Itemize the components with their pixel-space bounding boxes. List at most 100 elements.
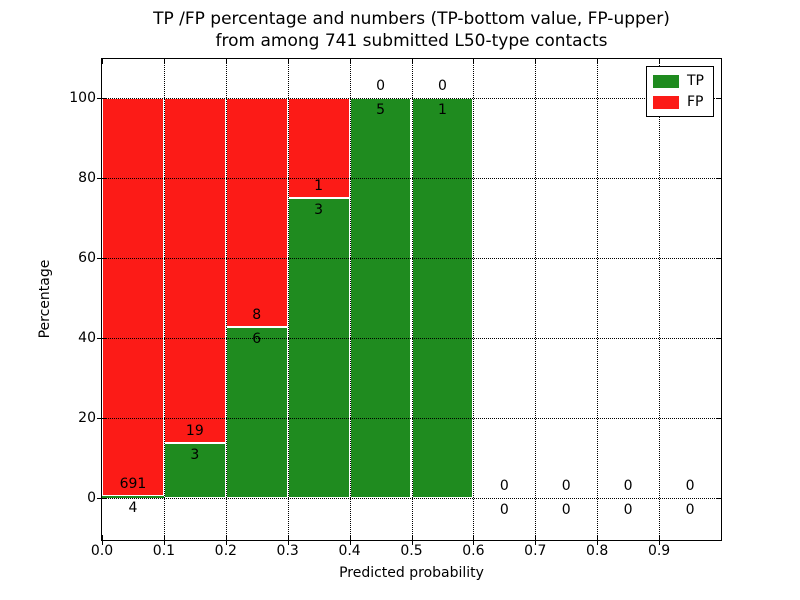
xtick-mark-top <box>163 59 165 64</box>
bar-tp-0.3-0.4 <box>287 198 350 498</box>
fp-count-label: 0 <box>561 478 571 494</box>
legend-item-tp: TP <box>653 71 713 92</box>
fp-swatch-icon <box>653 96 679 109</box>
ytick-mark <box>102 338 107 339</box>
fp-count-label: 0 <box>499 478 509 494</box>
gridline-x-0.6 <box>473 59 475 540</box>
xtick-mark-top <box>597 59 599 64</box>
bar-tp-0.0-0.1 <box>102 495 164 498</box>
xtick-mark-top <box>102 59 103 64</box>
bar-tp-0.5-0.6 <box>411 98 474 498</box>
xtick-label: 0.5 <box>400 543 423 559</box>
xtick-mark-outer <box>411 541 413 545</box>
xtick-label: 0.6 <box>462 543 485 559</box>
tp-count-label: 3 <box>314 202 324 218</box>
xtick-label: 0.8 <box>586 543 609 559</box>
xtick-mark <box>102 535 103 540</box>
fp-count-label: 19 <box>185 423 204 440</box>
xtick-mark-top <box>287 59 289 64</box>
xtick-mark <box>659 535 661 540</box>
tp-count-label: 4 <box>128 499 138 516</box>
ytick-label: 0 <box>87 490 96 506</box>
ytick-label: 100 <box>69 90 96 106</box>
ytick-mark-outer <box>97 418 101 419</box>
ytick-mark-right <box>716 178 721 179</box>
fp-count-label: 691 <box>119 475 147 492</box>
ytick-mark-right <box>716 498 721 499</box>
ytick-mark-right <box>716 338 721 339</box>
xtick-mark <box>411 535 413 540</box>
ytick-mark-outer <box>97 178 101 179</box>
chart-title: TP /FP percentage and numbers (TP-bottom… <box>102 8 721 52</box>
tp-count-label: 6 <box>252 330 262 347</box>
gridline-x-0.9 <box>659 59 661 540</box>
xtick-mark-outer <box>163 541 165 545</box>
xtick-mark-outer <box>535 541 537 545</box>
xtick-mark-outer <box>102 541 103 545</box>
gridline-x-0.1 <box>163 59 165 540</box>
tp-count-label: 0 <box>623 502 633 518</box>
xtick-label: 0.0 <box>90 543 114 559</box>
xtick-mark <box>287 535 289 540</box>
xtick-mark-top <box>473 59 475 64</box>
tp-count-label: 0 <box>499 502 509 518</box>
chart-title-line2: from among 741 submitted L50-type contac… <box>215 31 608 51</box>
ytick-mark <box>102 98 107 99</box>
ytick-mark <box>102 498 107 499</box>
xtick-label: 0.3 <box>276 543 299 559</box>
plot-area: 691 4 19 3 8 6 1 3 0 5 0 1 0 0 0 0 0 0 0 0 <box>101 58 722 541</box>
xtick-mark <box>225 535 227 540</box>
chart-title-line1: TP /FP percentage and numbers (TP-bottom… <box>153 9 670 29</box>
legend-label-fp: FP <box>687 94 704 110</box>
ytick-mark <box>102 178 107 179</box>
bar-tp-0.4-0.5 <box>349 98 412 498</box>
tp-count-label: 1 <box>437 102 447 118</box>
xtick-mark <box>163 535 165 540</box>
xtick-mark-outer <box>349 541 351 545</box>
xtick-mark <box>473 535 475 540</box>
ytick-mark-right <box>716 418 721 419</box>
legend-label-tp: TP <box>687 73 704 89</box>
legend-item-fp: FP <box>653 92 713 113</box>
xtick-mark-outer <box>473 541 475 545</box>
tp-swatch-icon <box>653 75 679 88</box>
gridline-x-0.3 <box>287 59 289 540</box>
y-axis-label: Percentage <box>37 259 53 339</box>
bar-fp-0.3-0.4 <box>287 98 350 198</box>
ytick-label: 80 <box>78 170 96 186</box>
xtick-mark <box>535 535 537 540</box>
xtick-mark-top <box>659 59 661 64</box>
ytick-mark-outer <box>97 338 101 339</box>
xtick-mark-top <box>535 59 537 64</box>
xtick-mark-top <box>349 59 351 64</box>
tp-count-label: 0 <box>685 502 695 518</box>
xtick-mark-top <box>411 59 413 64</box>
ytick-mark <box>102 418 107 419</box>
ytick-mark-right <box>716 258 721 259</box>
ytick-mark-outer <box>97 498 101 499</box>
bar-tp-0.2-0.3 <box>225 326 288 498</box>
bar-fp-0.2-0.3 <box>225 98 288 327</box>
xtick-label: 0.1 <box>152 543 176 559</box>
ytick-mark-outer <box>97 98 101 99</box>
xtick-label: 0.9 <box>647 543 671 559</box>
gridline-x-0.4 <box>349 59 351 540</box>
fp-count-label: 1 <box>314 178 324 194</box>
xtick-mark-outer <box>659 541 661 545</box>
xtick-mark-outer <box>225 541 227 545</box>
x-axis-label: Predicted probability <box>339 565 484 581</box>
tp-count-label: 5 <box>376 102 385 118</box>
gridline-x-0.7 <box>535 59 537 540</box>
tp-count-label: 0 <box>561 502 571 518</box>
ytick-label: 40 <box>78 330 96 346</box>
bar-fp-0.0-0.1 <box>102 98 164 496</box>
legend: TP FP <box>646 66 714 117</box>
ytick-label: 20 <box>78 410 96 426</box>
bar-fp-0.1-0.2 <box>163 98 226 444</box>
ytick-mark-outer <box>97 258 101 259</box>
xtick-mark <box>349 535 351 540</box>
xtick-mark-outer <box>597 541 599 545</box>
xtick-label: 0.4 <box>338 543 361 559</box>
fp-count-label: 0 <box>437 78 447 94</box>
